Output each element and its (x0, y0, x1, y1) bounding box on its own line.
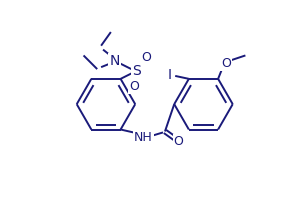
Text: O: O (141, 51, 151, 64)
Text: O: O (129, 80, 139, 93)
Text: N: N (109, 54, 120, 68)
Text: O: O (174, 135, 183, 148)
Text: S: S (132, 64, 141, 78)
Text: O: O (221, 57, 231, 70)
Text: NH: NH (134, 131, 153, 144)
Text: I: I (167, 68, 171, 82)
